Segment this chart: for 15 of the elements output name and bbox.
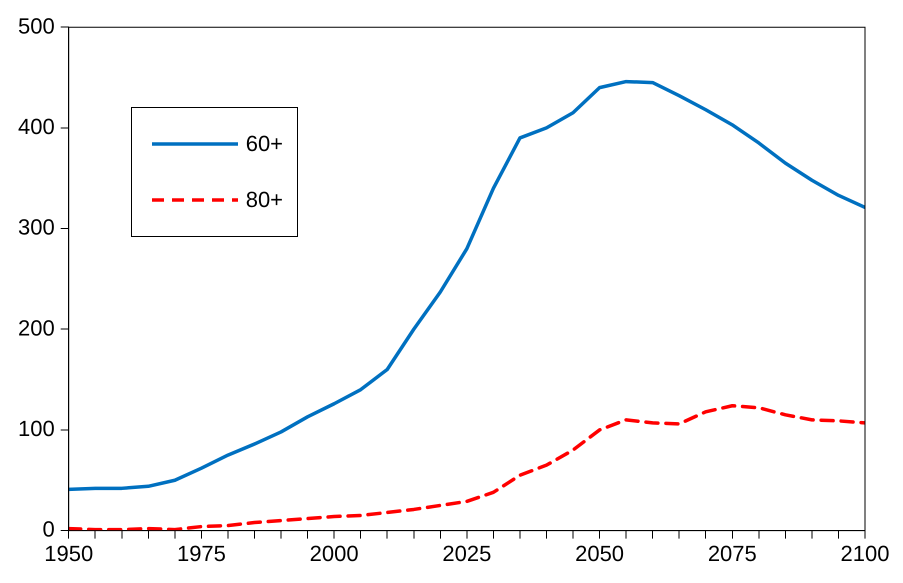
legend-label: 80+ [246,187,284,214]
y-tick-label: 100 [18,416,55,441]
y-tick-label: 300 [18,214,55,240]
legend-label: 60+ [246,131,284,158]
x-tick-label: 2025 [442,540,492,566]
x-tick-label: 1950 [44,540,94,566]
x-tick-label: 2000 [310,540,359,566]
y-tick-label: 0 [42,516,55,542]
x-tick-label: 2100 [840,540,890,566]
x-tick-label: 2050 [575,540,624,566]
y-tick-label: 400 [18,114,55,139]
y-tick-label: 500 [18,13,55,38]
x-tick-label: 1975 [176,540,226,566]
x-tick-label: 2075 [708,540,757,566]
y-tick-label: 200 [18,315,55,340]
